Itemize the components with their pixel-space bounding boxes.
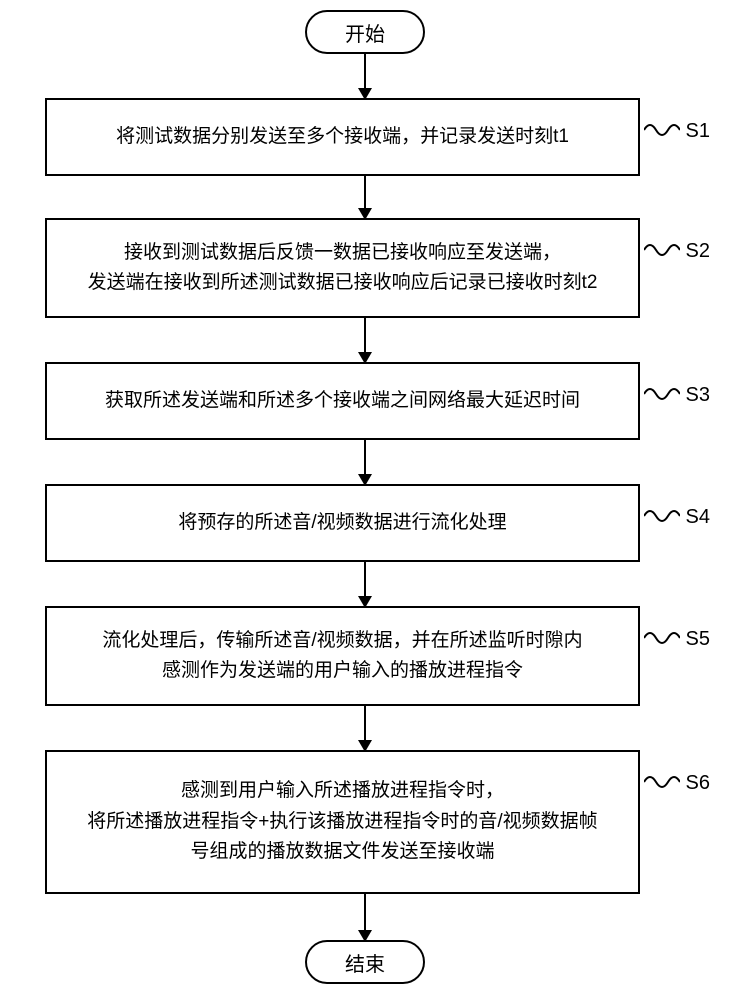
step-S1-label: S1 (686, 120, 710, 143)
arrow-3 (364, 440, 366, 484)
step-S1-box: 将测试数据分别发送至多个接收端，并记录发送时刻t1 (45, 98, 640, 176)
step-S6-label: S6 (686, 772, 710, 795)
connector-S3 (644, 386, 680, 402)
connector-S5 (644, 630, 680, 646)
step-S5-box: 流化处理后，传输所述音/视频数据，并在所述监听时隙内感测作为发送端的用户输入的播… (45, 606, 640, 706)
step-S4-label: S4 (686, 506, 710, 529)
arrow-4 (364, 562, 366, 606)
connector-S6 (644, 774, 680, 790)
connector-S2 (644, 242, 680, 258)
connector-S4 (644, 508, 680, 524)
connector-S1 (644, 122, 680, 138)
step-S6-box: 感测到用户输入所述播放进程指令时，将所述播放进程指令+执行该播放进程指令时的音/… (45, 750, 640, 894)
step-S3-box: 获取所述发送端和所述多个接收端之间网络最大延迟时间 (45, 362, 640, 440)
step-S3-label: S3 (686, 384, 710, 407)
arrow-2 (364, 318, 366, 362)
end-terminal: 结束 (305, 940, 425, 984)
step-S5-label: S5 (686, 628, 710, 651)
arrow-1 (364, 176, 366, 218)
flowchart-container: 开始结束 将测试数据分别发送至多个接收端，并记录发送时刻t1 S1 接收到测试数据后反… (0, 0, 730, 1000)
arrow-6 (364, 894, 366, 940)
step-S2-label: S2 (686, 240, 710, 263)
arrow-5 (364, 706, 366, 750)
start-terminal: 开始 (305, 10, 425, 54)
arrow-0 (364, 54, 366, 98)
step-S2-box: 接收到测试数据后反馈一数据已接收响应至发送端，发送端在接收到所述测试数据已接收响… (45, 218, 640, 318)
step-S4-box: 将预存的所述音/视频数据进行流化处理 (45, 484, 640, 562)
